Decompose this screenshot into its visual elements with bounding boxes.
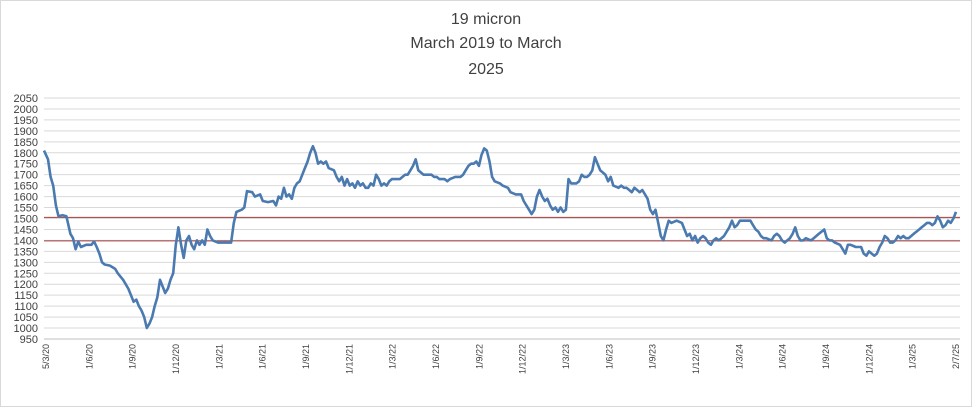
series-line: [42, 144, 958, 330]
y-tick-label: 1000: [14, 323, 38, 335]
x-tick-label: 1/6/21: [258, 344, 268, 369]
series-layer: [42, 144, 958, 330]
x-tick-label: 1/12/20: [171, 344, 181, 374]
y-tick-label: 1750: [14, 159, 38, 171]
x-tick-label: 1/6/23: [604, 344, 614, 369]
y-tick-label: 1950: [14, 115, 38, 127]
y-tick-label: 1100: [14, 301, 38, 313]
y-tick-label: 1150: [14, 290, 38, 302]
x-tick-label: 1/9/20: [128, 344, 138, 369]
x-axis: 5/3/20 1/6/20 1/9/20 1/12/20 1/3/21 1/6/21 1/9…: [41, 338, 961, 374]
y-tick-label: 1450: [14, 224, 38, 236]
x-tick-label: 1/12/24: [864, 344, 874, 374]
x-tick-label: 5/3/20: [41, 344, 51, 369]
x-tick-label: 1/12/21: [344, 344, 354, 374]
y-tick-label: 1850: [14, 137, 38, 149]
x-tick-label: 1/9/24: [821, 344, 831, 369]
x-tick-label: 1/3/22: [388, 344, 398, 369]
y-tick-label: 1350: [14, 246, 38, 258]
y-tick-label: 1800: [14, 148, 38, 160]
chart-title-line-3: 2025: [468, 61, 504, 78]
y-tick-label: 1300: [14, 257, 38, 269]
x-tick-label: 1/9/21: [301, 344, 311, 369]
x-tick-label: 1/6/20: [84, 344, 94, 369]
y-tick-label: 1500: [14, 214, 38, 226]
x-tick-label: 1/12/23: [691, 344, 701, 374]
y-tick-label: 1700: [14, 170, 38, 182]
y-tick-label: 1050: [14, 312, 38, 324]
y-tick-label: 1250: [14, 268, 38, 280]
y-tick-label: 1900: [14, 126, 38, 138]
y-axis: 9501000105011001150120012501300135014001…: [14, 93, 38, 346]
y-tick-label: 1550: [14, 203, 38, 215]
x-tick-label: 1/6/24: [778, 344, 788, 369]
x-tick-label: 1/3/25: [908, 344, 918, 369]
chart-title-line-1: 19 micron: [450, 11, 522, 28]
grid-lines: [44, 97, 960, 340]
y-tick-label: 1400: [14, 235, 38, 247]
y-tick-label: 1200: [14, 279, 38, 291]
x-tick-label: 1/9/22: [474, 344, 484, 369]
x-tick-label: 1/9/23: [648, 344, 658, 369]
x-tick-label: 1/3/23: [561, 344, 571, 369]
x-tick-label: 2/7/25: [951, 344, 961, 369]
x-tick-label: 1/12/22: [518, 344, 528, 374]
x-tick-label: 1/6/22: [431, 344, 441, 369]
y-tick-label: 2000: [14, 104, 38, 116]
y-tick-label: 1650: [14, 181, 38, 193]
y-tick-label: 1600: [14, 192, 38, 204]
y-tick-label: 2050: [14, 93, 38, 105]
x-tick-label: 1/3/24: [734, 344, 744, 369]
x-tick-label: 1/3/21: [214, 344, 224, 369]
y-tick-label: 950: [20, 334, 38, 346]
chart-title-line-2: March 2019 to March: [410, 35, 562, 52]
